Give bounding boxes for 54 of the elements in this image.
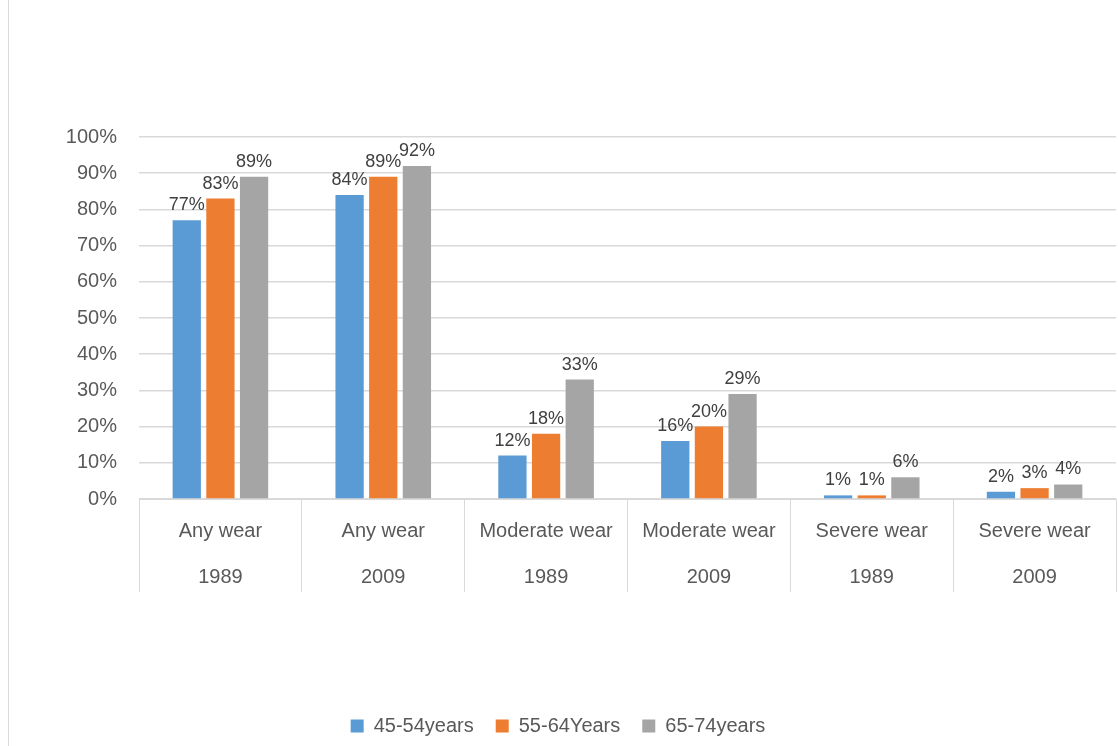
data-label: 33% xyxy=(561,353,598,374)
y-tick-label: 60% xyxy=(76,269,118,292)
data-label: 12% xyxy=(494,429,531,450)
bar xyxy=(986,491,1016,499)
category-label: Any wear 2009 xyxy=(341,518,425,587)
bar xyxy=(1054,484,1083,499)
data-label: 83% xyxy=(202,172,239,193)
y-tick-label: 0% xyxy=(88,486,118,509)
category-label: Moderate wear 2009 xyxy=(642,518,776,587)
legend-label: 45-54years xyxy=(373,713,474,736)
bar xyxy=(891,477,920,499)
bar xyxy=(498,455,527,499)
y-tick-label: 20% xyxy=(76,414,118,437)
bar xyxy=(694,426,724,499)
category-label: Severe wear 2009 xyxy=(978,518,1091,587)
data-label: 2% xyxy=(987,465,1014,486)
bar xyxy=(369,176,398,499)
data-label: 20% xyxy=(690,400,727,421)
bar xyxy=(402,165,432,499)
data-label: 89% xyxy=(236,150,273,171)
data-label: 77% xyxy=(168,194,205,215)
y-tick-label: 80% xyxy=(76,196,118,219)
y-tick-label: 100% xyxy=(65,124,118,147)
bar xyxy=(239,176,269,499)
data-label: 3% xyxy=(1021,462,1048,483)
data-label: 84% xyxy=(331,168,368,189)
bar xyxy=(206,198,235,499)
data-label: 1% xyxy=(858,469,885,490)
legend-label: 65-74years xyxy=(665,713,766,736)
bar xyxy=(661,441,690,499)
category-label: Severe wear 1989 xyxy=(815,518,928,587)
data-label: 1% xyxy=(825,469,852,490)
bar xyxy=(857,495,886,499)
data-label: 6% xyxy=(892,451,919,472)
y-tick-label: 40% xyxy=(76,341,118,364)
bar xyxy=(823,495,853,499)
bar xyxy=(335,194,364,499)
y-tick-label: 10% xyxy=(76,450,118,473)
y-tick-label: 90% xyxy=(76,160,118,183)
y-tick-label: 70% xyxy=(76,233,118,256)
bar xyxy=(172,220,201,499)
data-label: 4% xyxy=(1055,458,1082,479)
category-label: Moderate wear 1989 xyxy=(479,518,613,587)
bar xyxy=(728,394,757,499)
y-tick-label: 50% xyxy=(76,305,118,328)
data-label: 18% xyxy=(528,407,565,428)
bar xyxy=(1020,488,1049,499)
data-label: 92% xyxy=(398,139,435,160)
category-label: Any wear 1989 xyxy=(178,518,263,587)
data-label: 29% xyxy=(724,367,761,388)
y-tick-label: 30% xyxy=(76,377,118,400)
legend-label: 55-64Years xyxy=(518,713,621,736)
bar xyxy=(565,379,594,499)
bar xyxy=(531,433,561,499)
